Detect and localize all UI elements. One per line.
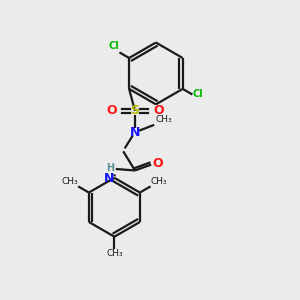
Text: S: S — [130, 104, 140, 118]
Text: CH₃: CH₃ — [61, 177, 78, 186]
Text: O: O — [152, 158, 163, 170]
Text: Cl: Cl — [193, 89, 203, 100]
Text: CH₃: CH₃ — [151, 177, 167, 186]
Text: H: H — [106, 164, 115, 173]
Text: N: N — [130, 126, 140, 139]
Text: O: O — [153, 104, 164, 118]
Text: CH₃: CH₃ — [106, 249, 123, 258]
Text: CH₃: CH₃ — [155, 115, 172, 124]
Text: Cl: Cl — [108, 41, 119, 51]
Text: O: O — [106, 104, 117, 118]
Text: N: N — [104, 172, 115, 185]
